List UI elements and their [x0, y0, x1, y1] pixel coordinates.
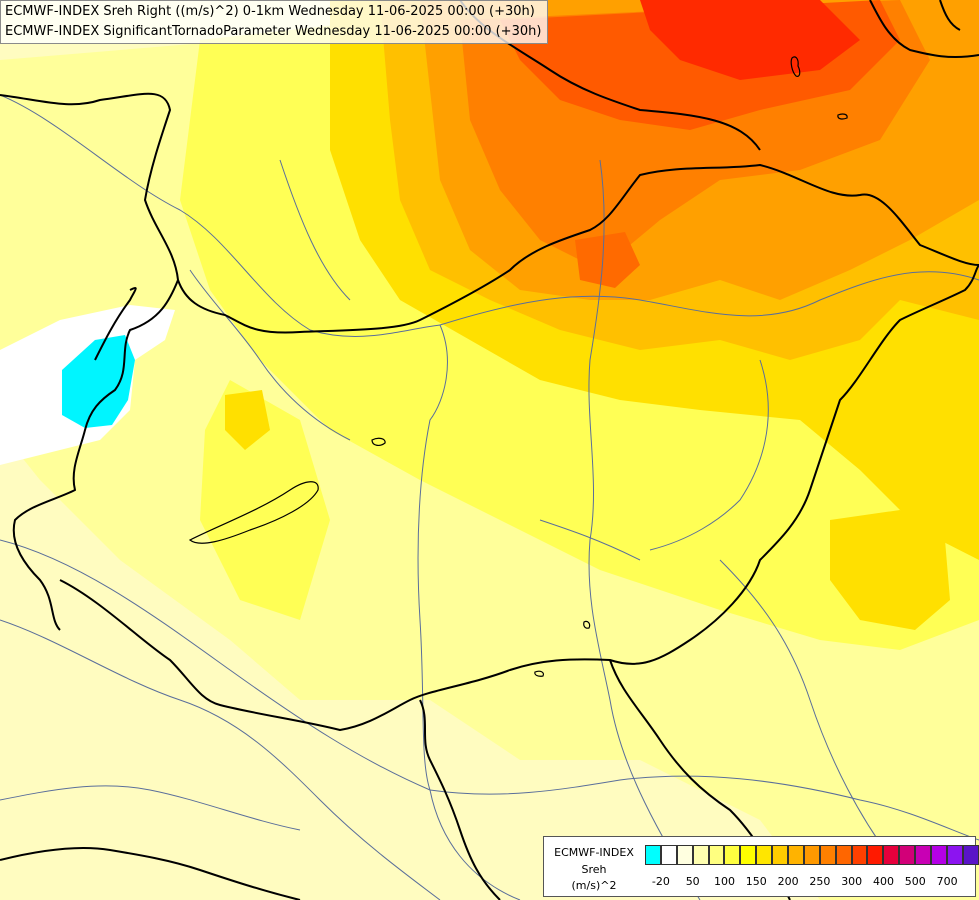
rivers	[0, 94, 979, 900]
legend-swatch	[899, 845, 916, 865]
legend-swatch	[676, 845, 693, 865]
legend-tick-label: 150	[745, 875, 767, 888]
legend-swatch	[692, 845, 709, 865]
legend-swatch	[819, 845, 836, 865]
legend-swatch	[915, 845, 932, 865]
legend-swatch	[867, 845, 884, 865]
field-red-orange-2	[575, 232, 640, 288]
color-legend: ECMWF-INDEX Sreh (m/s)^2 -20 50 100 150 200 2…	[543, 836, 979, 897]
legend-swatch	[645, 845, 661, 865]
field-gold-west	[225, 390, 270, 450]
legend-tick-label: 500	[904, 875, 926, 888]
field-yellow-south	[200, 380, 330, 620]
lakes	[188, 56, 848, 677]
legend-swatch	[803, 845, 820, 865]
field-gold-patch	[830, 510, 950, 630]
lake-balaton	[188, 481, 319, 544]
legend-swatch	[883, 845, 900, 865]
legend-swatch	[788, 845, 804, 865]
legend-swatch	[756, 845, 773, 865]
legend-unit: (m/s)^2	[571, 879, 617, 892]
legend-swatch	[946, 845, 963, 865]
legend-variable: Sreh	[581, 863, 607, 876]
legend-swatch	[660, 845, 677, 865]
legend-tick-label: 200	[777, 875, 799, 888]
legend-swatch	[708, 845, 725, 865]
legend-swatch	[724, 845, 741, 865]
legend-swatch	[835, 845, 852, 865]
legend-tick-label: 400	[873, 875, 894, 888]
legend-swatch	[772, 845, 789, 865]
legend-tick-label: 50	[685, 875, 700, 888]
legend-tick-label: -20	[651, 875, 670, 888]
legend-tick-label: 250	[809, 875, 831, 888]
map-title-stp: ECMWF-INDEX SignificantTornadoParameter …	[5, 24, 542, 39]
legend-swatches	[645, 845, 979, 865]
field-cyan-anomaly	[62, 335, 135, 428]
legend-tick-label: 700	[936, 875, 958, 888]
legend-model: ECMWF-INDEX	[554, 846, 634, 859]
legend-swatch	[962, 845, 979, 865]
legend-swatch	[931, 845, 947, 865]
legend-swatch	[851, 845, 868, 865]
legend-tick-label: 100	[714, 875, 735, 888]
legend-swatch	[740, 845, 757, 865]
map-title-sreh: ECMWF-INDEX Sreh Right ((m/s)^2) 0-1km W…	[5, 4, 535, 19]
legend-tick-label: 300	[841, 875, 863, 888]
map-title-box: ECMWF-INDEX Sreh Right ((m/s)^2) 0-1km W…	[0, 0, 548, 44]
field-red	[640, 0, 860, 80]
